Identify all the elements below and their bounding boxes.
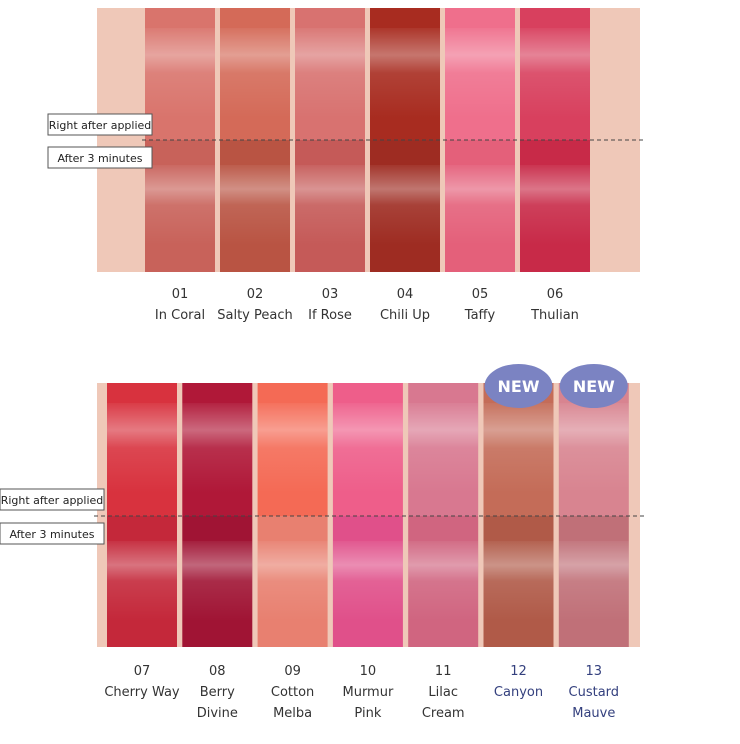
swatch-number: 01 — [172, 287, 189, 302]
swatch-number: 05 — [472, 287, 489, 302]
gloss — [520, 165, 590, 245]
state-label-box — [0, 522, 105, 545]
gloss — [408, 403, 479, 493]
swatch-name: Taffy — [464, 308, 496, 323]
swatch-name: Canyon — [494, 685, 543, 700]
swatch-name: Lilac — [428, 685, 458, 700]
state-label-box — [0, 488, 105, 511]
swatch-number: 04 — [397, 287, 414, 302]
gloss — [257, 541, 328, 621]
gloss — [445, 28, 515, 118]
gloss — [558, 403, 629, 493]
swatch-number: 12 — [510, 664, 527, 679]
state-label-box — [47, 146, 153, 169]
gloss — [182, 541, 253, 621]
new-badge-text: NEW — [498, 377, 540, 396]
swatch-name: Murmur — [342, 685, 393, 700]
gloss — [483, 541, 554, 621]
swatch-name: Custard — [569, 685, 620, 700]
swatch-name: Divine — [197, 706, 238, 721]
state-label: After 3 minutes — [10, 528, 95, 541]
swatch-name: Cotton — [271, 685, 314, 700]
swatch-number: 13 — [586, 664, 603, 679]
swatch-number: 07 — [134, 664, 151, 679]
gloss — [520, 28, 590, 118]
gloss — [332, 403, 403, 493]
swatch-name: In Coral — [155, 308, 205, 323]
gloss — [220, 165, 290, 245]
gloss — [295, 165, 365, 245]
swatch-name: Berry — [200, 685, 235, 700]
gloss — [370, 28, 440, 118]
gloss — [483, 403, 554, 493]
swatch-name: Mauve — [572, 706, 615, 721]
swatch-number: 03 — [322, 287, 339, 302]
swatch-number: 06 — [547, 287, 564, 302]
swatch-name: Pink — [354, 706, 381, 721]
swatch-name: Cherry Way — [104, 685, 180, 700]
swatch-number: 02 — [247, 287, 264, 302]
gloss — [107, 541, 177, 621]
swatch-name: Cream — [422, 706, 465, 721]
swatch-name: If Rose — [308, 308, 352, 323]
gloss — [295, 28, 365, 118]
swatch-name: Melba — [273, 706, 312, 721]
gloss — [370, 165, 440, 245]
swatch-number: 09 — [284, 664, 301, 679]
gloss — [182, 403, 253, 493]
swatch-number: 08 — [209, 664, 226, 679]
swatch-name: Chili Up — [380, 308, 430, 323]
gloss — [257, 403, 328, 493]
gloss — [107, 403, 177, 493]
gloss — [445, 165, 515, 245]
gloss — [408, 541, 479, 621]
gloss — [220, 28, 290, 118]
swatch-number: 10 — [360, 664, 377, 679]
state-label: Right after applied — [49, 119, 152, 132]
new-badge — [484, 364, 553, 408]
gloss — [332, 541, 403, 621]
state-label: After 3 minutes — [58, 152, 143, 165]
state-label: Right after applied — [1, 494, 104, 507]
swatch-name: Thulian — [530, 308, 579, 323]
new-badge-text: NEW — [573, 377, 615, 396]
gloss — [145, 165, 215, 245]
gloss — [145, 28, 215, 118]
swatch-name: Salty Peach — [217, 308, 292, 323]
gloss — [558, 541, 629, 621]
state-label-box — [47, 113, 153, 136]
swatch-number: 11 — [435, 664, 452, 679]
new-badge — [559, 364, 628, 408]
